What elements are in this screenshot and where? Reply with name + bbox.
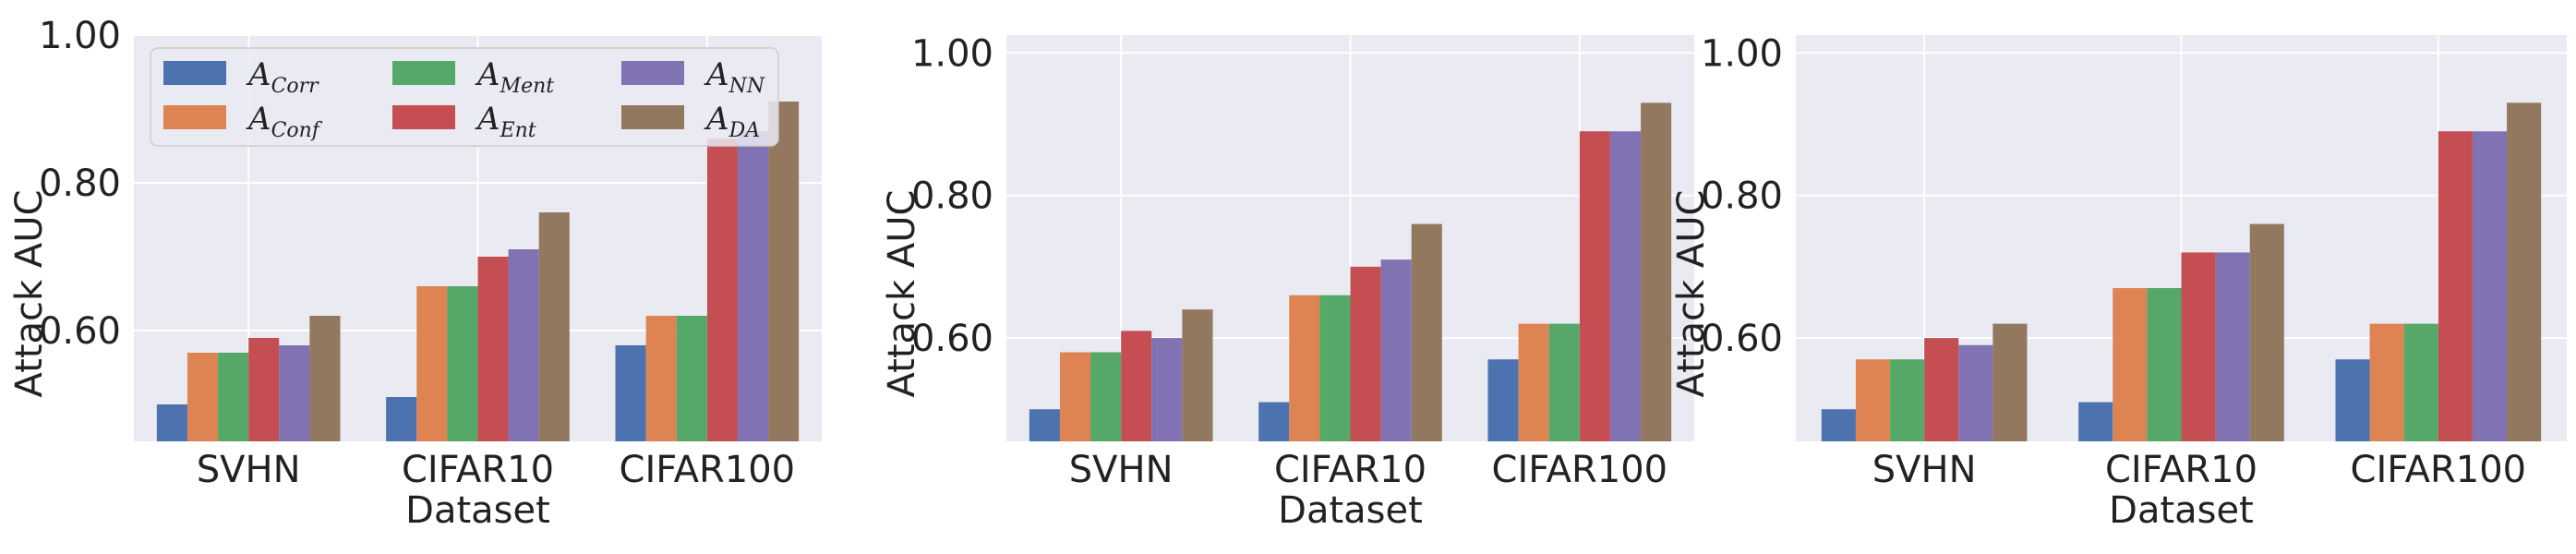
bar-ent-svhn	[248, 338, 280, 441]
bar-ent-cifar100	[706, 138, 738, 441]
chart-panel-2: 0.60 0.80 1.00 SVHN CIFAR10 CIFAR100 Dataset At…	[881, 32, 1694, 532]
bar-da-cifar100	[2507, 102, 2542, 441]
bar-ent-cifar100	[2438, 131, 2473, 442]
y-tick-label: 0.80	[39, 163, 121, 205]
bar-ment-cifar100	[2403, 323, 2438, 441]
legend-label-conf: AConf	[246, 101, 323, 142]
bar-ment-svhn	[218, 353, 249, 441]
bar-da-cifar10	[538, 212, 570, 441]
y-axis-label: Attack AUC	[881, 190, 923, 398]
bar-ent-svhn	[1121, 331, 1152, 441]
legend-label-ent: AEnt	[475, 101, 536, 142]
bar-conf-cifar10	[2113, 288, 2148, 441]
bar-corr-svhn	[156, 404, 187, 441]
bar-nn-cifar10	[2215, 252, 2250, 441]
y-axis-label: Attack AUC	[8, 190, 51, 398]
y-tick-label: 0.60	[1701, 318, 1783, 360]
bar-nn-cifar100	[1609, 131, 1642, 442]
y-tick-label: 0.60	[911, 318, 993, 360]
bar-ent-svhn	[1924, 338, 1959, 441]
legend-swatch-ment	[392, 61, 455, 85]
bar-conf-svhn	[1059, 352, 1091, 441]
bar-corr-cifar100	[1487, 359, 1519, 441]
legend-swatch-ent	[392, 105, 455, 129]
bar-corr-cifar10	[2078, 402, 2113, 441]
x-tick-label: CIFAR100	[1492, 449, 1668, 491]
y-tick-label: 1.00	[911, 32, 993, 75]
bar-ent-cifar100	[1579, 131, 1610, 442]
bar-nn-svhn	[279, 345, 310, 441]
legend-swatch-da	[621, 105, 684, 129]
x-tick-label: CIFAR100	[620, 449, 796, 491]
bar-corr-cifar100	[2335, 359, 2370, 441]
x-tick-label: CIFAR100	[2351, 449, 2527, 491]
x-axis-label: Dataset	[1278, 489, 1423, 532]
y-tick-label: 0.80	[911, 175, 993, 218]
bar-conf-svhn	[1855, 359, 1891, 441]
x-axis-label: Dataset	[2109, 489, 2254, 532]
y-tick-label: 1.00	[39, 15, 121, 57]
bar-conf-cifar100	[2369, 323, 2404, 441]
bar-ment-cifar100	[676, 316, 707, 441]
bar-da-cifar10	[2249, 223, 2284, 441]
bar-nn-cifar10	[1380, 259, 1412, 441]
legend-label-nn: ANN	[704, 56, 765, 98]
x-tick-label: CIFAR10	[1274, 449, 1426, 491]
bar-ment-cifar10	[447, 286, 478, 441]
x-tick-label: SVHN	[1069, 449, 1174, 491]
x-tick-label: CIFAR10	[2105, 449, 2257, 491]
bar-ent-cifar10	[477, 257, 509, 441]
bar-da-svhn	[309, 316, 341, 441]
bar-da-svhn	[1992, 323, 2028, 441]
legend-swatch-corr	[163, 61, 226, 85]
bar-da-cifar100	[1641, 102, 1672, 441]
y-tick-label: 0.60	[39, 310, 121, 353]
bar-da-cifar10	[1411, 223, 1442, 441]
bar-ent-cifar10	[2181, 252, 2216, 441]
bar-corr-cifar10	[386, 397, 417, 441]
bar-nn-svhn	[1151, 338, 1183, 441]
chart-panel-1: 0.60 0.80 1.00 SVHN CIFAR10 CIFAR100 Dataset At…	[8, 15, 822, 532]
bar-corr-svhn	[1029, 409, 1060, 441]
legend-label-da: ADA	[704, 101, 760, 142]
y-tick-label: 0.80	[1701, 175, 1783, 218]
legend-swatch-nn	[621, 61, 684, 85]
bar-nn-cifar100	[737, 131, 769, 441]
x-axis-label: Dataset	[405, 489, 550, 532]
bar-conf-cifar10	[416, 286, 448, 441]
bar-conf-cifar10	[1289, 295, 1320, 441]
bar-da-cifar100	[768, 102, 800, 441]
legend-swatch-conf	[163, 105, 226, 129]
bar-ment-svhn	[1890, 359, 1925, 441]
legend-label-ment: AMent	[475, 56, 554, 98]
bar-conf-cifar100	[1518, 323, 1549, 441]
x-tick-label: SVHN	[1872, 449, 1977, 491]
bar-conf-cifar100	[645, 316, 677, 441]
bar-corr-cifar100	[615, 345, 646, 441]
bar-conf-svhn	[187, 353, 219, 441]
bar-corr-cifar10	[1258, 402, 1290, 441]
y-tick-label: 1.00	[1701, 32, 1783, 75]
x-tick-label: CIFAR10	[402, 449, 554, 491]
bar-ment-cifar10	[1319, 295, 1351, 441]
bar-ent-cifar10	[1350, 266, 1381, 441]
x-tick-label: SVHN	[197, 449, 301, 491]
bar-nn-cifar100	[2472, 131, 2508, 442]
bar-ment-svhn	[1090, 352, 1122, 441]
legend-label-corr: ACorr	[246, 56, 319, 98]
bar-nn-svhn	[1958, 344, 1993, 441]
chart-panel-3: 0.60 0.80 1.00 SVHN CIFAR10 CIFAR100 Dataset At…	[1670, 32, 2567, 532]
y-axis-label: Attack AUC	[1670, 190, 1713, 398]
bar-da-svhn	[1182, 309, 1213, 441]
bar-ment-cifar10	[2147, 288, 2182, 441]
bar-nn-cifar10	[508, 249, 539, 441]
bar-corr-svhn	[1821, 409, 1856, 441]
bar-ment-cifar100	[1548, 323, 1580, 441]
